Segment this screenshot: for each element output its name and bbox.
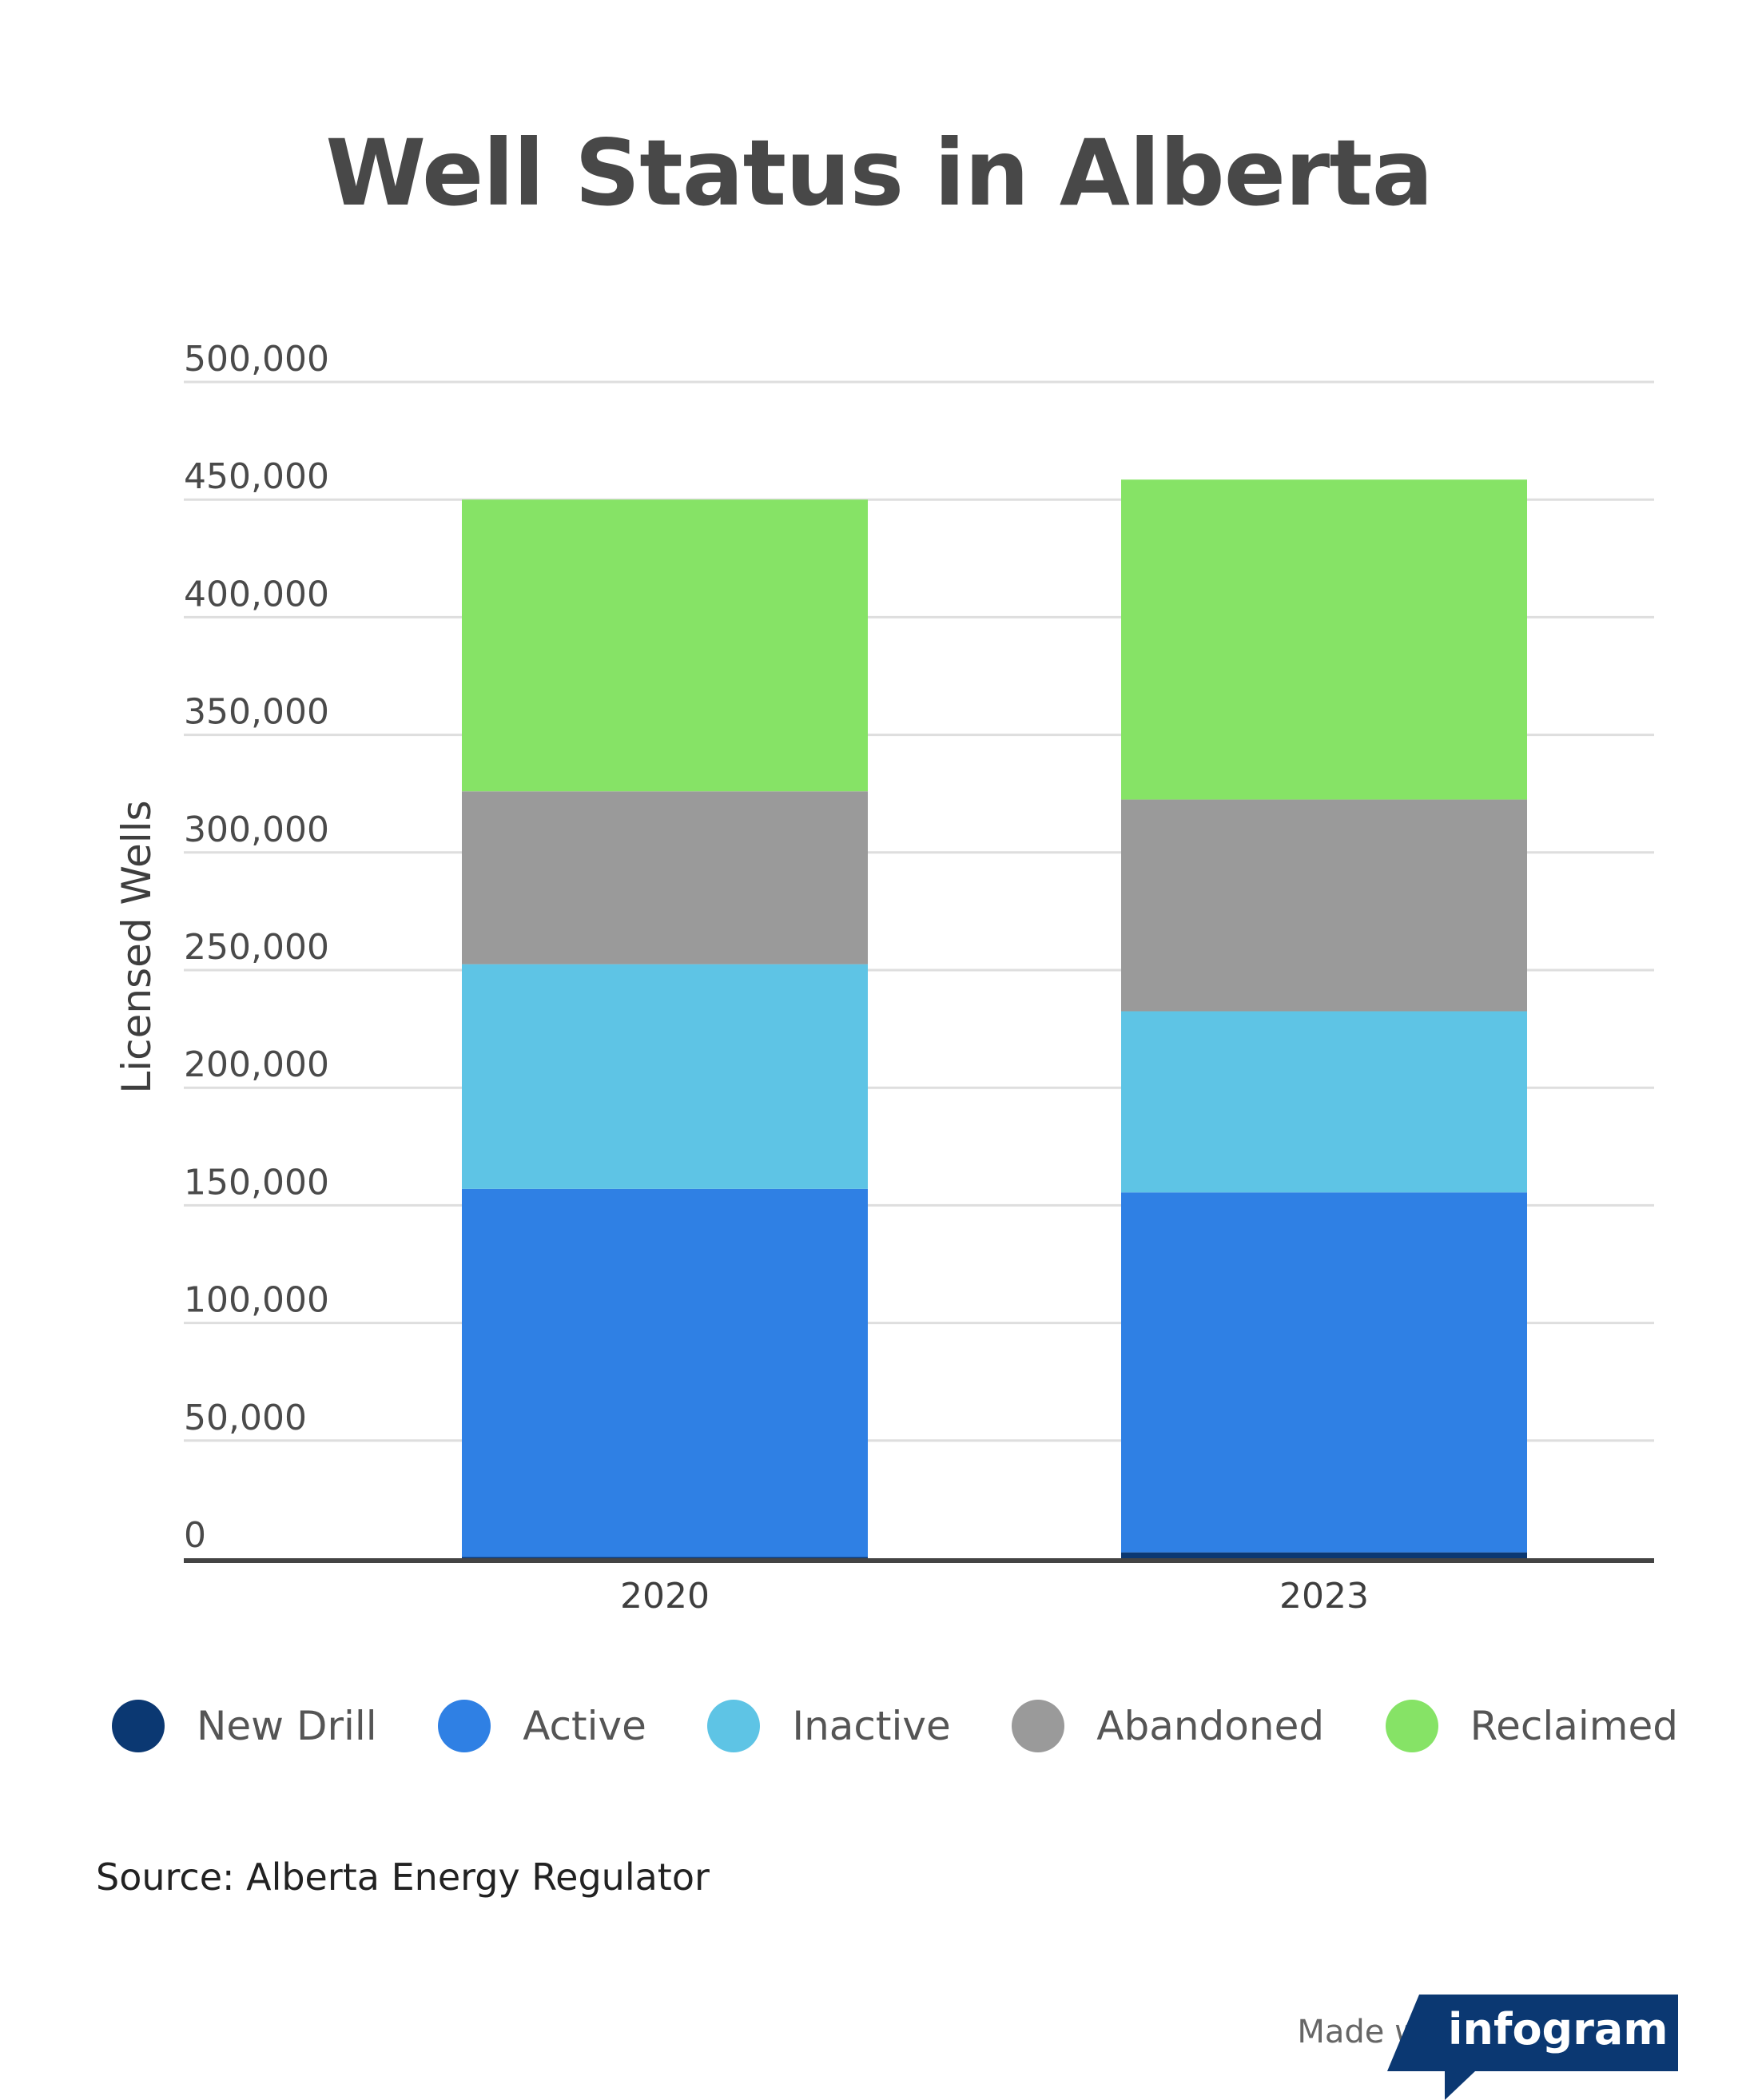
chart-title: Well Status in Alberta	[325, 120, 1433, 226]
y-tick-label: 150,000	[184, 1162, 329, 1203]
source-note: Source: Alberta Energy Regulator	[96, 1855, 710, 1899]
y-tick-label: 200,000	[184, 1044, 329, 1085]
legend: New Drill Active Inactive Abandoned Reclaime…	[112, 1694, 1678, 1758]
y-tick-label: 300,000	[184, 809, 329, 850]
legend-label: Reclaimed	[1470, 1703, 1678, 1749]
bar-segment-abandoned-2020[interactable]	[462, 791, 868, 964]
legend-label: Abandoned	[1096, 1703, 1325, 1749]
bar-segment-inactive-2023[interactable]	[1121, 1011, 1527, 1193]
bar-segment-active-2023[interactable]	[1121, 1192, 1527, 1553]
y-tick-label: 450,000	[184, 456, 329, 497]
legend-item-new-drill[interactable]: New Drill	[112, 1700, 377, 1752]
bar-segment-active-2020[interactable]	[462, 1188, 868, 1557]
legend-item-active[interactable]: Active	[438, 1700, 646, 1752]
bar-segment-reclaimed-2023[interactable]	[1121, 479, 1527, 800]
legend-swatch	[1012, 1700, 1065, 1752]
y-axis-label: Licensed Wells	[113, 800, 160, 1093]
legend-item-abandoned[interactable]: Abandoned	[1012, 1700, 1324, 1752]
x-tick-label-2023: 2023	[1279, 1576, 1369, 1617]
legend-item-inactive[interactable]: Inactive	[707, 1700, 951, 1752]
legend-swatch	[707, 1700, 761, 1752]
legend-label: Inactive	[792, 1703, 951, 1749]
x-tick-label-2020: 2020	[620, 1576, 710, 1617]
legend-swatch	[1385, 1700, 1438, 1752]
y-tick-labels: 0 50,000 100,000 150,000 200,000 250,000 300,0…	[184, 339, 329, 1556]
bars	[462, 479, 1527, 1558]
legend-label: New Drill	[197, 1703, 377, 1749]
x-category-labels: 2020 2023	[620, 1576, 1369, 1617]
bar-segment-inactive-2020[interactable]	[462, 964, 868, 1189]
bar-segment-reclaimed-2020[interactable]	[462, 499, 868, 792]
y-tick-label: 250,000	[184, 927, 329, 968]
y-tick-label: 100,000	[184, 1280, 329, 1321]
bar-segment-new-drill-2020[interactable]	[462, 1557, 868, 1558]
chart-area: 0 50,000 100,000 150,000 200,000 250,000 300,0…	[113, 339, 1654, 1617]
y-tick-label: 350,000	[184, 692, 329, 733]
legend-item-reclaimed[interactable]: Reclaimed	[1385, 1700, 1678, 1752]
bar-segment-new-drill-2023[interactable]	[1121, 1552, 1527, 1558]
infogram-logo-shape	[1387, 1995, 1678, 2100]
y-tick-label: 400,000	[184, 574, 329, 614]
legend-swatch	[112, 1700, 165, 1752]
y-tick-label: 0	[184, 1515, 206, 1556]
y-tick-label: 500,000	[184, 339, 329, 380]
legend-label: Active	[523, 1703, 646, 1749]
infogram-logo-badge[interactable]	[1387, 1995, 1678, 2100]
legend-swatch	[438, 1700, 491, 1752]
bar-segment-abandoned-2023[interactable]	[1121, 799, 1527, 1012]
infogram-logo-text: infogram	[1448, 2004, 1669, 2054]
y-tick-label: 50,000	[184, 1398, 307, 1438]
